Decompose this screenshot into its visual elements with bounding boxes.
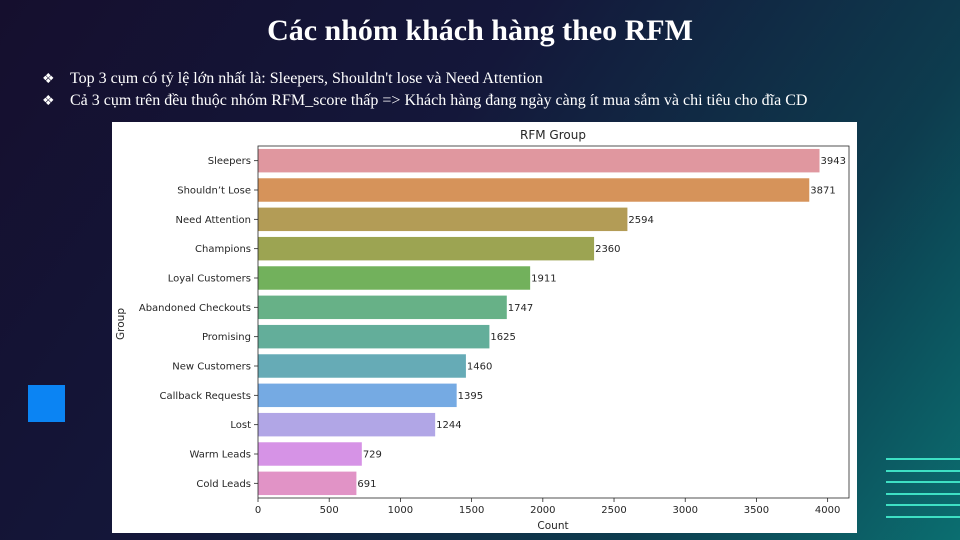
- decorative-line: [886, 481, 960, 483]
- bar-value-label: 1625: [490, 332, 515, 343]
- decorative-square: [28, 385, 65, 422]
- bullet-text: Top 3 cụm có tỷ lệ lớn nhất là: Sleepers…: [70, 70, 543, 87]
- bars-group: 3943 3871 2594 2360 1911 1747 1625 1460 1395 1244…: [258, 148, 846, 496]
- x-tick-label: 0: [255, 505, 261, 516]
- x-tick-label: 2000: [530, 505, 555, 516]
- y-tick-label: New Customers: [172, 362, 251, 373]
- bar-value-label: 1244: [436, 420, 461, 431]
- x-tick-label: 1000: [388, 505, 413, 516]
- y-tick-label: Promising: [202, 332, 251, 343]
- y-tick-label: Loyal Customers: [168, 274, 251, 285]
- x-tick-label: 3500: [744, 505, 769, 516]
- decorative-line: [886, 515, 960, 518]
- x-axis-label: Count: [537, 520, 568, 532]
- y-tick-label: Shouldn’t Lose: [177, 186, 251, 197]
- bar-value-label: 3871: [810, 186, 835, 197]
- x-tick-label: 1500: [459, 505, 484, 516]
- bullet-item: ❖ Top 3 cụm có tỷ lệ lớn nhất là: Sleepe…: [42, 68, 952, 90]
- slide-title: Các nhóm khách hàng theo RFM: [267, 14, 693, 47]
- diamond-bullet-icon: ❖: [42, 93, 55, 109]
- bar: [258, 354, 466, 378]
- bar-value-label: 1460: [467, 362, 492, 373]
- x-tick-label: 500: [320, 505, 339, 516]
- bar: [258, 324, 490, 349]
- chart-title: RFM Group: [520, 128, 586, 142]
- y-tick-label: Callback Requests: [160, 391, 251, 402]
- y-axis-label: Group: [115, 308, 127, 340]
- plot-frame: [257, 145, 850, 499]
- bullet-item: ❖ Cả 3 cụm trên đều thuộc nhóm RFM_score…: [42, 90, 952, 112]
- bullet-text: Cả 3 cụm trên đều thuộc nhóm RFM_score t…: [70, 92, 808, 109]
- bar-value-label: 1911: [531, 274, 556, 285]
- bar: [258, 442, 362, 466]
- bar-value-label: 1747: [508, 303, 533, 314]
- chart-panel: RFM Group Count Group 3943 3871 2594 2360 19…: [112, 122, 857, 533]
- bar: [258, 236, 595, 261]
- bar: [258, 471, 357, 496]
- axes-group: Sleepers Shouldn’t Lose Need Attention Cham…: [139, 145, 850, 516]
- bar: [258, 178, 810, 202]
- y-tick-label: Abandoned Checkouts: [139, 303, 251, 314]
- bar: [258, 266, 531, 290]
- decorative-lines: [886, 458, 960, 527]
- bar-value-label: 2360: [595, 244, 620, 255]
- bar: [258, 412, 436, 437]
- decorative-line: [886, 458, 960, 460]
- rfm-group-bar-chart: RFM Group Count Group 3943 3871 2594 2360 19…: [115, 128, 850, 532]
- bar-value-label: 1395: [458, 391, 483, 402]
- bar: [258, 148, 820, 173]
- decorative-line: [886, 469, 960, 472]
- decorative-line: [886, 492, 960, 495]
- y-tick-label: Champions: [195, 244, 251, 255]
- bullet-list: ❖ Top 3 cụm có tỷ lệ lớn nhất là: Sleepe…: [42, 68, 952, 112]
- decorative-line: [886, 504, 960, 506]
- bar: [258, 383, 457, 408]
- y-tick-label: Sleepers: [208, 156, 251, 167]
- y-tick-label: Need Attention: [176, 215, 251, 226]
- bar-value-label: 3943: [821, 156, 846, 167]
- y-tick-label: Lost: [230, 420, 251, 431]
- bar-value-label: 691: [357, 479, 376, 490]
- diamond-bullet-icon: ❖: [42, 71, 55, 87]
- y-tick-label: Cold Leads: [196, 479, 251, 490]
- x-tick-label: 4000: [815, 505, 840, 516]
- bar: [258, 207, 628, 232]
- bar-value-label: 2594: [628, 215, 653, 226]
- x-tick-label: 3000: [673, 505, 698, 516]
- x-tick-label: 2500: [601, 505, 626, 516]
- y-tick-label: Warm Leads: [190, 450, 251, 461]
- bar-value-label: 729: [363, 450, 382, 461]
- bar: [258, 295, 507, 320]
